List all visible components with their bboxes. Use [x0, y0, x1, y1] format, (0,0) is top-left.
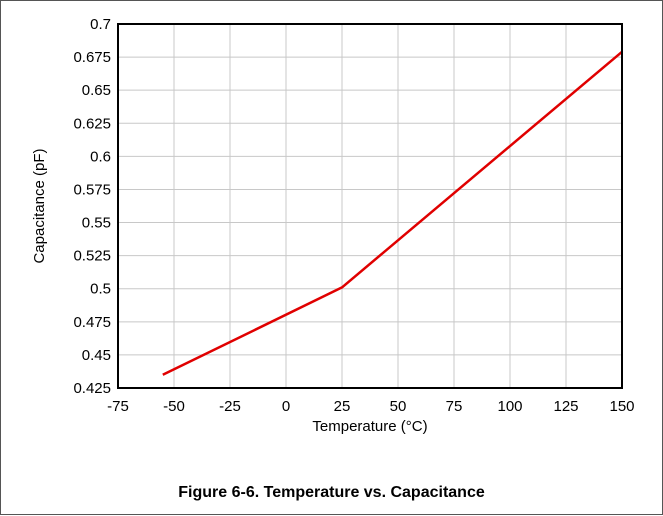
- y-tick-label: 0.675: [73, 49, 111, 66]
- x-tick-label: -75: [107, 398, 129, 415]
- plot-border: [117, 23, 623, 389]
- y-tick-label: 0.7: [90, 16, 111, 33]
- y-tick-label: 0.425: [73, 380, 111, 397]
- series-line: [162, 50, 623, 376]
- x-tick-label: 125: [553, 398, 578, 415]
- series-layer: [162, 50, 623, 376]
- y-tick-label: 0.525: [73, 248, 111, 265]
- y-tick-label: 0.475: [73, 314, 111, 331]
- y-tick-labels: 0.425 0.45 0.475 0.5 0.525 0.55 0.575 0.6 0.625 0…: [73, 16, 111, 397]
- y-axis-label: Capacitance (pF): [31, 148, 48, 263]
- x-tick-label: 0: [282, 398, 290, 415]
- y-tick-label: 0.65: [82, 82, 111, 99]
- grid: [117, 23, 623, 389]
- y-tick-label: 0.45: [82, 347, 111, 364]
- y-tick-label: 0.55: [82, 215, 111, 232]
- x-tick-label: 25: [334, 398, 351, 415]
- x-tick-label: -25: [219, 398, 241, 415]
- x-tick-label: 100: [497, 398, 522, 415]
- x-axis-label: Temperature (°C): [312, 418, 427, 435]
- x-tick-label: 75: [446, 398, 463, 415]
- x-tick-label: 50: [390, 398, 407, 415]
- y-tick-label: 0.6: [90, 148, 111, 165]
- y-tick-label: 0.575: [73, 181, 111, 198]
- x-tick-label: -50: [163, 398, 185, 415]
- x-tick-labels: -75 -50 -25 0 25 50 75 100 125 150: [107, 398, 634, 415]
- y-tick-label: 0.625: [73, 115, 111, 132]
- y-tick-label: 0.5: [90, 281, 111, 298]
- x-tick-label: 150: [609, 398, 634, 415]
- figure-caption: Figure 6-6. Temperature vs. Capacitance: [178, 484, 485, 501]
